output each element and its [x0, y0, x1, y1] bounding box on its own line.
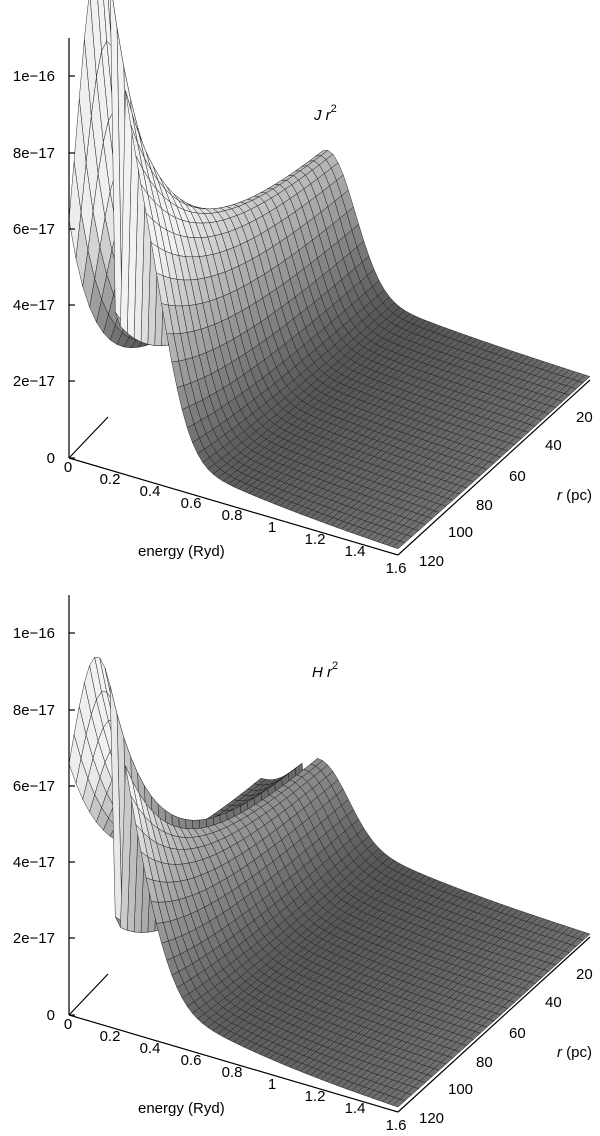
- right-axis-line: [397, 936, 591, 1113]
- plot-title-exp: 2: [332, 660, 338, 672]
- x-tick-label: 1.4: [345, 1100, 366, 1117]
- r-tick-label: 20: [576, 966, 593, 983]
- plot-title-var: H: [312, 664, 323, 681]
- r-axis-title-var: r: [557, 1044, 563, 1061]
- r-tick-label: 120: [419, 1110, 444, 1127]
- surface-cell: [392, 1098, 406, 1108]
- surface-cell: [84, 0, 97, 116]
- r-tick-label: 120: [419, 553, 444, 570]
- x-tick-label: 1.6: [386, 1117, 407, 1134]
- x-tick-label: 1.4: [345, 543, 366, 560]
- z-tick-label: 2e−17: [13, 930, 55, 947]
- plot-title-r: r: [323, 664, 333, 681]
- x-tick-label: 0: [64, 459, 72, 476]
- plot-title: J r2: [313, 103, 337, 124]
- plot-title-var: J: [313, 107, 322, 124]
- x-tick-label: 1: [268, 519, 276, 536]
- z-tick-label: 6e−17: [13, 221, 55, 238]
- z-tick-label: 4e−17: [13, 854, 55, 871]
- r-tick-label: 80: [476, 1054, 493, 1071]
- r-axis-title-var: r: [557, 487, 563, 504]
- r-tick-label: 60: [509, 468, 526, 485]
- z-tick-label: 1e−16: [13, 68, 55, 85]
- x-tick-label: 0.8: [222, 507, 243, 524]
- x-tick-label: 1.2: [305, 1088, 326, 1105]
- surface-cell: [392, 540, 406, 550]
- depth-axis-line: [68, 973, 109, 1016]
- r-tick-label: 80: [476, 497, 493, 514]
- surface-mesh: [68, 656, 591, 1108]
- x-axis-line: [68, 1014, 399, 1113]
- x-tick-label: 0.6: [181, 1052, 202, 1069]
- r-tick-label: 40: [545, 437, 562, 454]
- z-tick-label: 2e−17: [13, 373, 55, 390]
- z-tick-label: 8e−17: [13, 145, 55, 162]
- r-tick-label: 100: [448, 524, 473, 541]
- x-axis-title: energy (Ryd): [138, 543, 225, 560]
- x-tick-label: 0: [64, 1016, 72, 1033]
- z-tick-label: 1e−16: [13, 625, 55, 642]
- plot-title-exp: 2: [331, 103, 337, 115]
- plot-title-r: r: [322, 107, 332, 124]
- x-tick-label: 1: [268, 1076, 276, 1093]
- x-tick-label: 0.8: [222, 1064, 243, 1081]
- x-tick-label: 0.2: [100, 1028, 121, 1045]
- depth-axis-line: [68, 416, 109, 459]
- x-tick-label: 0.2: [100, 471, 121, 488]
- r-tick-label: 20: [576, 409, 593, 426]
- surface-plot-h: 0 2e−17 4e−17 6e−17 8e−17 1e−16 0 0.2 0.…: [13, 595, 593, 1134]
- x-tick-label: 0.4: [140, 483, 161, 500]
- r-tick-label: 60: [509, 1025, 526, 1042]
- r-axis-title: r (pc): [557, 487, 592, 504]
- x-axis-title: energy (Ryd): [138, 1100, 225, 1117]
- plot-title: H r2: [312, 660, 338, 681]
- z-tick-label: 0: [47, 450, 55, 467]
- r-axis-title: r (pc): [557, 1044, 592, 1061]
- surface-cell: [90, 0, 102, 77]
- x-tick-label: 0.4: [140, 1040, 161, 1057]
- x-axis-line: [68, 457, 399, 556]
- r-axis-title-unit: (pc): [562, 1044, 592, 1061]
- r-tick-label: 40: [545, 994, 562, 1011]
- z-tick-label: 0: [47, 1007, 55, 1024]
- x-tick-label: 0.6: [181, 495, 202, 512]
- x-tick-label: 1.6: [386, 560, 407, 577]
- z-tick-label: 6e−17: [13, 778, 55, 795]
- z-tick-label: 8e−17: [13, 702, 55, 719]
- right-axis-line: [397, 379, 591, 556]
- r-tick-label: 100: [448, 1081, 473, 1098]
- z-tick-label: 4e−17: [13, 297, 55, 314]
- surface-cell: [103, 0, 113, 47]
- x-tick-label: 1.2: [305, 531, 326, 548]
- surface-mesh: [68, 0, 591, 550]
- surface-plot-j: 0 2e−17 4e−17 6e−17 8e−17 1e−16 0 0.2 0.…: [13, 0, 593, 577]
- r-axis-title-unit: (pc): [562, 487, 592, 504]
